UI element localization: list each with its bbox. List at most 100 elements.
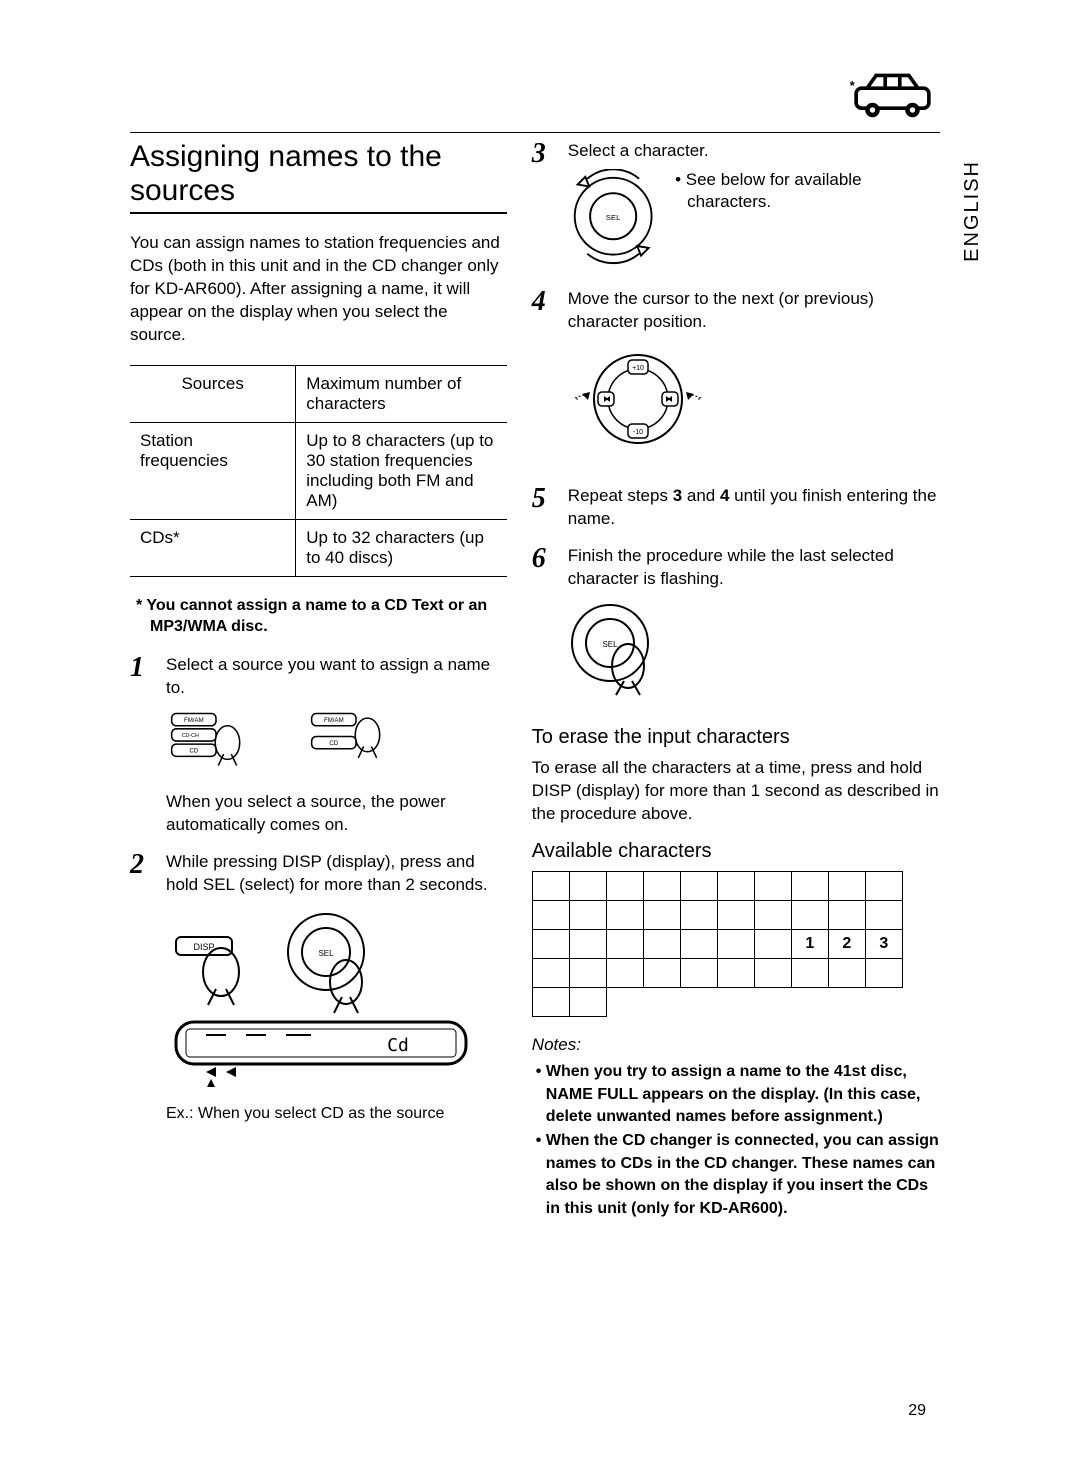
table-header: Sources xyxy=(130,365,296,422)
char-cell xyxy=(791,901,828,930)
svg-text:Cd: Cd xyxy=(387,1035,409,1056)
svg-text:FM/AM: FM/AM xyxy=(324,717,344,724)
step-4: 4 Move the cursor to the next (or previo… xyxy=(532,288,940,471)
char-cell xyxy=(606,872,643,901)
char-cell xyxy=(643,959,680,988)
svg-text:*: * xyxy=(850,78,855,93)
char-cell xyxy=(865,872,902,901)
char-cell xyxy=(606,930,643,959)
char-cell xyxy=(606,901,643,930)
sel-press-icon: SEL xyxy=(568,601,663,696)
char-cell xyxy=(569,901,606,930)
svg-text:SEL: SEL xyxy=(318,949,334,958)
table-cell: Up to 8 characters (up to 30 station fre… xyxy=(296,422,507,519)
sel-dial-icon: SEL xyxy=(568,169,659,274)
svg-text:CD-CH: CD-CH xyxy=(182,733,199,739)
table-cell: Station frequencies xyxy=(130,422,296,519)
table-header: Maximum number of characters xyxy=(296,365,507,422)
erase-heading: To erase the input characters xyxy=(532,726,940,749)
char-cell: 3 xyxy=(865,930,902,959)
char-cell xyxy=(532,959,569,988)
intro-text: You can assign names to station frequenc… xyxy=(130,232,507,347)
char-cell xyxy=(680,872,717,901)
svg-text:CD: CD xyxy=(329,740,338,747)
svg-text:CD: CD xyxy=(189,747,198,754)
svg-text:+10: +10 xyxy=(632,365,644,372)
char-cell xyxy=(532,988,569,1017)
step-2: 2 While pressing DISP (display), press a… xyxy=(130,851,507,1125)
note-item: When you try to assign a name to the 41s… xyxy=(546,1061,940,1128)
step-number: 2 xyxy=(130,851,152,1125)
step-number: 3 xyxy=(532,140,554,274)
table-cell: CDs* xyxy=(130,519,296,576)
char-cell xyxy=(569,930,606,959)
source-buttons-illustration: FM/AM CD-CH CD xyxy=(166,712,266,777)
char-cell xyxy=(606,959,643,988)
table-cell: Up to 32 characters (up to 40 discs) xyxy=(296,519,507,576)
step-text: Repeat steps 3 and 4 until you finish en… xyxy=(568,485,940,531)
notes-list: When you try to assign a name to the 41s… xyxy=(532,1061,940,1220)
char-cell: 1 xyxy=(791,930,828,959)
language-tab: ENGLISH xyxy=(961,160,984,262)
car-icon: * xyxy=(845,70,940,120)
header-rule xyxy=(130,132,940,133)
step-number: 5 xyxy=(532,485,554,531)
svg-text:-10: -10 xyxy=(633,429,643,436)
table-footnote: * You cannot assign a name to a CD Text … xyxy=(130,595,507,638)
char-cell xyxy=(717,959,754,988)
notes-label: Notes: xyxy=(532,1035,940,1055)
char-cell xyxy=(569,988,606,1017)
char-cell: 2 xyxy=(828,930,865,959)
erase-text: To erase all the characters at a time, p… xyxy=(532,757,940,826)
char-cell xyxy=(569,959,606,988)
char-cell xyxy=(828,959,865,988)
step-text: While pressing DISP (display), press and… xyxy=(166,851,507,897)
char-cell xyxy=(865,901,902,930)
note-item: When the CD changer is connected, you ca… xyxy=(546,1130,940,1220)
char-cell xyxy=(680,901,717,930)
char-cell xyxy=(717,930,754,959)
char-cell xyxy=(754,901,791,930)
step-bullet: • See below for available characters. xyxy=(675,169,940,213)
sources-table: Sources Maximum number of characters Sta… xyxy=(130,365,507,577)
cursor-control-icon: +10 -10 xyxy=(568,344,708,454)
char-cell xyxy=(532,930,569,959)
step-caption: Ex.: When you select CD as the source xyxy=(166,1103,507,1125)
disp-sel-illustration: DISP SEL Cd xyxy=(166,907,476,1087)
step-number: 1 xyxy=(130,654,152,837)
step-1: 1 Select a source you want to assign a n… xyxy=(130,654,507,837)
available-chars-heading: Available characters xyxy=(532,840,940,863)
char-cell xyxy=(791,872,828,901)
svg-text:FM/AM: FM/AM xyxy=(184,717,204,724)
available-chars-grid: 123 xyxy=(532,871,903,1017)
page-title: Assigning names to the sources xyxy=(130,140,507,214)
step-6: 6 Finish the procedure while the last se… xyxy=(532,545,940,713)
svg-text:SEL: SEL xyxy=(602,640,618,649)
char-cell xyxy=(791,959,828,988)
char-cell xyxy=(754,959,791,988)
step-text: Select a source you want to assign a nam… xyxy=(166,654,507,700)
char-cell xyxy=(865,959,902,988)
step-text: Select a character. xyxy=(568,140,940,163)
char-cell xyxy=(532,901,569,930)
char-cell xyxy=(680,930,717,959)
step-text: Finish the procedure while the last sele… xyxy=(568,545,940,591)
char-cell xyxy=(569,872,606,901)
svg-text:SEL: SEL xyxy=(606,213,621,222)
step-number: 4 xyxy=(532,288,554,471)
step-3: 3 Select a character. SEL • See below fo… xyxy=(532,140,940,274)
step-text: Move the cursor to the next (or previous… xyxy=(568,288,940,334)
char-cell xyxy=(754,872,791,901)
char-cell xyxy=(754,930,791,959)
char-cell xyxy=(680,959,717,988)
step-number: 6 xyxy=(532,545,554,713)
step-subtext: When you select a source, the power auto… xyxy=(166,791,507,837)
char-cell xyxy=(717,901,754,930)
char-cell xyxy=(717,872,754,901)
char-cell xyxy=(643,930,680,959)
step-5: 5 Repeat steps 3 and 4 until you finish … xyxy=(532,485,940,531)
char-cell xyxy=(828,872,865,901)
page-number: 29 xyxy=(908,1402,926,1420)
char-cell xyxy=(532,872,569,901)
char-cell xyxy=(643,872,680,901)
